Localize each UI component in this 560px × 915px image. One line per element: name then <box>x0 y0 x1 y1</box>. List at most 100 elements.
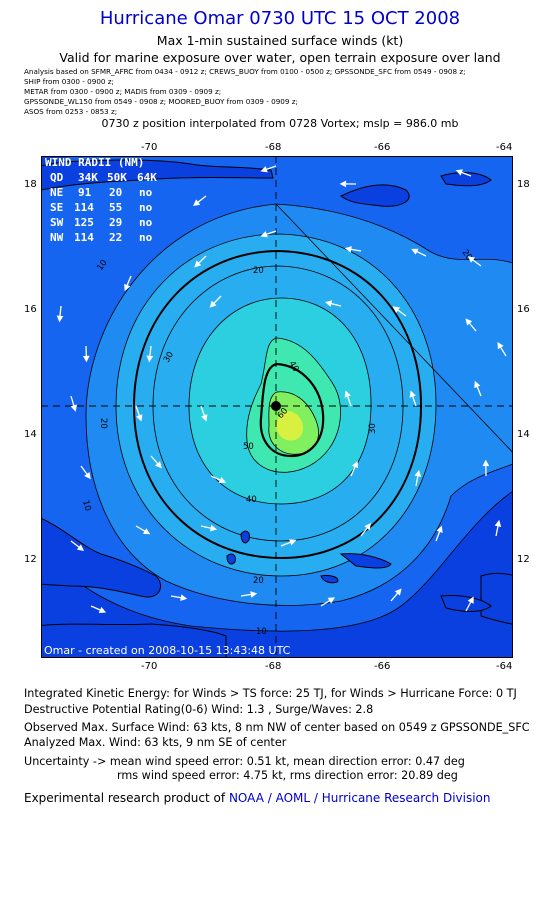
wind-vector-arrowhead <box>494 519 502 527</box>
analysis-line-3: METAR from 0300 - 0900 z; MADIS from 030… <box>24 87 222 96</box>
wind-radii-nw-50: 22 <box>109 231 122 244</box>
wind-vector-arrowhead <box>136 414 143 422</box>
ike-line: Integrated Kinetic Energy: for Winds > T… <box>24 687 517 700</box>
wind-radii-sw-50: 29 <box>109 216 122 229</box>
wind-vector-arrowhead <box>409 390 416 398</box>
contour-label-10b: 10 <box>256 627 267 637</box>
uncertainty-line-1: Uncertainty -> mean wind speed error: 0.… <box>24 755 465 768</box>
wind-vector-arrowhead <box>260 166 268 173</box>
lat-tick-left-18: 18 <box>24 179 37 190</box>
wind-vector-arrowhead <box>344 246 352 253</box>
wind-radii-sw-qd: SW <box>50 216 64 229</box>
map-subtitle-winds: Max 1-min sustained surface winds (kt) <box>156 33 404 48</box>
wind-vector-arrowhead <box>154 461 162 469</box>
wind-vector-arrowhead <box>482 459 490 467</box>
wind-radii-sw-34: 125 <box>74 216 94 229</box>
uncertainty-line-2: rms wind speed error: 4.75 kt, rms direc… <box>117 769 458 782</box>
wind-vector-arrowhead <box>467 256 476 263</box>
lon-tick-bottom-64: -64 <box>496 661 513 672</box>
wind-vector-arrowhead <box>218 476 227 484</box>
wind-vector-arrowhead <box>289 539 297 546</box>
lon-tick-top-68: -68 <box>265 142 282 153</box>
wind-vector-arrowhead <box>364 522 372 531</box>
map-credit: Omar - created on 2008-10-15 13:43:48 UT… <box>44 644 291 657</box>
wind-radii-ne-qd: NE <box>50 186 63 199</box>
contour-50kt <box>259 362 325 458</box>
land-masses <box>41 159 513 658</box>
contour-label-20a: 20 <box>253 266 264 276</box>
wind-vector-arrowhead <box>209 300 217 308</box>
lat-tick-left-16: 16 <box>24 304 37 315</box>
wind-radii-nw-qd: NW <box>50 231 64 244</box>
wind-radii-nw-64: no <box>139 231 153 244</box>
wind-radii-se-34: 114 <box>74 201 94 214</box>
wind-vector-arrowhead <box>436 525 443 533</box>
lat-tick-left-14: 14 <box>24 429 37 440</box>
observed-max-line: Observed Max. Surface Wind: 63 kts, 8 nm… <box>24 721 530 734</box>
map-title: Hurricane Omar 0730 UTC 15 OCT 2008 <box>99 8 461 29</box>
analysis-line-1: Analysis based on SFMR_AFRC from 0434 - … <box>24 67 466 76</box>
wind-vector-arrowhead <box>344 390 351 398</box>
wind-vector-arrowhead <box>84 471 91 480</box>
dpr-line: Destructive Potential Rating(0-6) Wind: … <box>24 703 374 716</box>
lat-tick-right-12: 12 <box>517 554 530 565</box>
product-prefix: Experimental research product of <box>24 791 226 805</box>
product-line: Experimental research product of NOAA / … <box>24 791 491 805</box>
contour-label-50: 50 <box>243 442 254 452</box>
wind-radii-title: WIND RADII (NM) <box>45 156 144 169</box>
lat-tick-left-12: 12 <box>24 554 37 565</box>
wind-vector-arrowhead <box>339 180 347 188</box>
wind-vector-arrowhead <box>209 524 218 532</box>
contour-label-30a: 30 <box>162 350 176 364</box>
wind-radii-h-34k: 34K <box>78 171 98 184</box>
wind-vector-arrowhead <box>394 588 402 596</box>
analyzed-max-line: Analyzed Max. Wind: 63 kts, 9 nm SE of c… <box>24 736 287 749</box>
lon-tick-top-66: -66 <box>374 142 391 153</box>
contour-label-40b: 40 <box>246 495 257 505</box>
lat-tick-right-18: 18 <box>517 179 530 190</box>
wind-vector-arrowhead <box>467 596 474 604</box>
map-frame <box>41 156 513 658</box>
wind-vector-arrowhead <box>82 355 90 363</box>
wind-vector-arrowhead <box>474 380 481 389</box>
wind-vector-arrowhead <box>327 597 335 604</box>
analysis-line-2: SHIP from 0300 - 0900 z; <box>24 77 114 86</box>
hrd-link[interactable]: NOAA / AOML / Hurricane Research Divisio… <box>228 791 491 805</box>
wind-vector-arrowhead <box>180 594 188 601</box>
wind-vector-arrowhead <box>98 606 107 613</box>
wind-vector-arrowhead <box>465 318 473 326</box>
wind-vector-arrowhead <box>76 544 85 551</box>
lon-tick-top-70: -70 <box>141 142 158 153</box>
lat-tick-right-16: 16 <box>517 304 530 315</box>
wind-vector-arrowhead <box>411 248 419 255</box>
wind-field-map: 10 10 10 20 20 20 20 30 30 40 40 50 60 W… <box>41 156 513 658</box>
wind-radii-se-qd: SE <box>50 201 63 214</box>
wind-radii-sw-64: no <box>139 216 153 229</box>
wind-radii-se-50: 55 <box>109 201 122 214</box>
wind-radii-h-64k: 64K <box>137 171 157 184</box>
position-line: 0730 z position interpolated from 0728 V… <box>101 117 459 130</box>
wind-vector-arrowhead <box>414 469 422 477</box>
contour-lines <box>41 203 513 632</box>
wind-vector-arrowhead <box>455 169 463 176</box>
contour-label-20d: 20 <box>98 418 108 429</box>
wind-vector-arrowhead <box>146 355 154 363</box>
contour-label-40a: 40 <box>286 360 300 374</box>
wind-radii-table: WIND RADII (NM) QD 34K 50K 64K NE 91 20 … <box>45 156 157 244</box>
wind-radii-h-50k: 50K <box>107 171 127 184</box>
lon-tick-bottom-68: -68 <box>265 661 282 672</box>
wind-vector-arrowhead <box>260 231 268 238</box>
contour-label-20c: 20 <box>253 576 264 586</box>
wind-radii-h-qd: QD <box>50 171 64 184</box>
wind-vector-arrowhead <box>124 283 131 292</box>
wind-radii-nw-34: 114 <box>74 231 94 244</box>
wind-vectors <box>56 165 507 613</box>
wind-vector-arrowhead <box>250 591 258 598</box>
analysis-line-4: GPSSONDE_WL150 from 0549 - 0908 z; MOORE… <box>24 97 298 106</box>
wind-vector-arrowhead <box>351 460 359 469</box>
wind-vector-arrowhead <box>497 341 504 350</box>
wind-vector-arrowhead <box>142 528 151 535</box>
wind-vector-arrowhead <box>56 315 64 323</box>
wind-vector-arrowhead <box>325 300 333 307</box>
wind-radii-ne-34: 91 <box>78 186 92 199</box>
